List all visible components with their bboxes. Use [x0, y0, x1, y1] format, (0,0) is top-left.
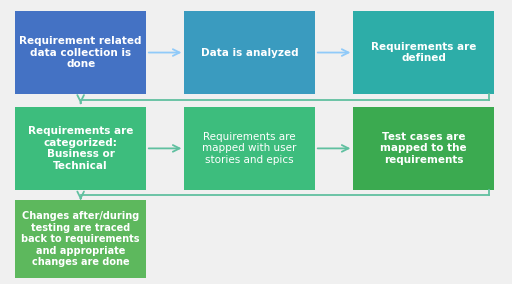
FancyBboxPatch shape — [15, 11, 146, 94]
Text: Requirements are
mapped with user
stories and epics: Requirements are mapped with user storie… — [202, 132, 297, 165]
Text: Requirements are
categorized:
Business or
Technical: Requirements are categorized: Business o… — [28, 126, 133, 171]
Text: Data is analyzed: Data is analyzed — [201, 47, 298, 58]
Text: Requirements are
defined: Requirements are defined — [371, 42, 476, 63]
Text: Changes after/during
testing are traced
back to requirements
and appropriate
cha: Changes after/during testing are traced … — [22, 211, 140, 268]
FancyBboxPatch shape — [353, 106, 494, 190]
FancyBboxPatch shape — [184, 106, 315, 190]
Text: Test cases are
mapped to the
requirements: Test cases are mapped to the requirement… — [380, 132, 467, 165]
FancyBboxPatch shape — [15, 200, 146, 278]
FancyBboxPatch shape — [353, 11, 494, 94]
FancyBboxPatch shape — [184, 11, 315, 94]
FancyBboxPatch shape — [15, 106, 146, 190]
Text: Requirement related
data collection is
done: Requirement related data collection is d… — [19, 36, 142, 69]
